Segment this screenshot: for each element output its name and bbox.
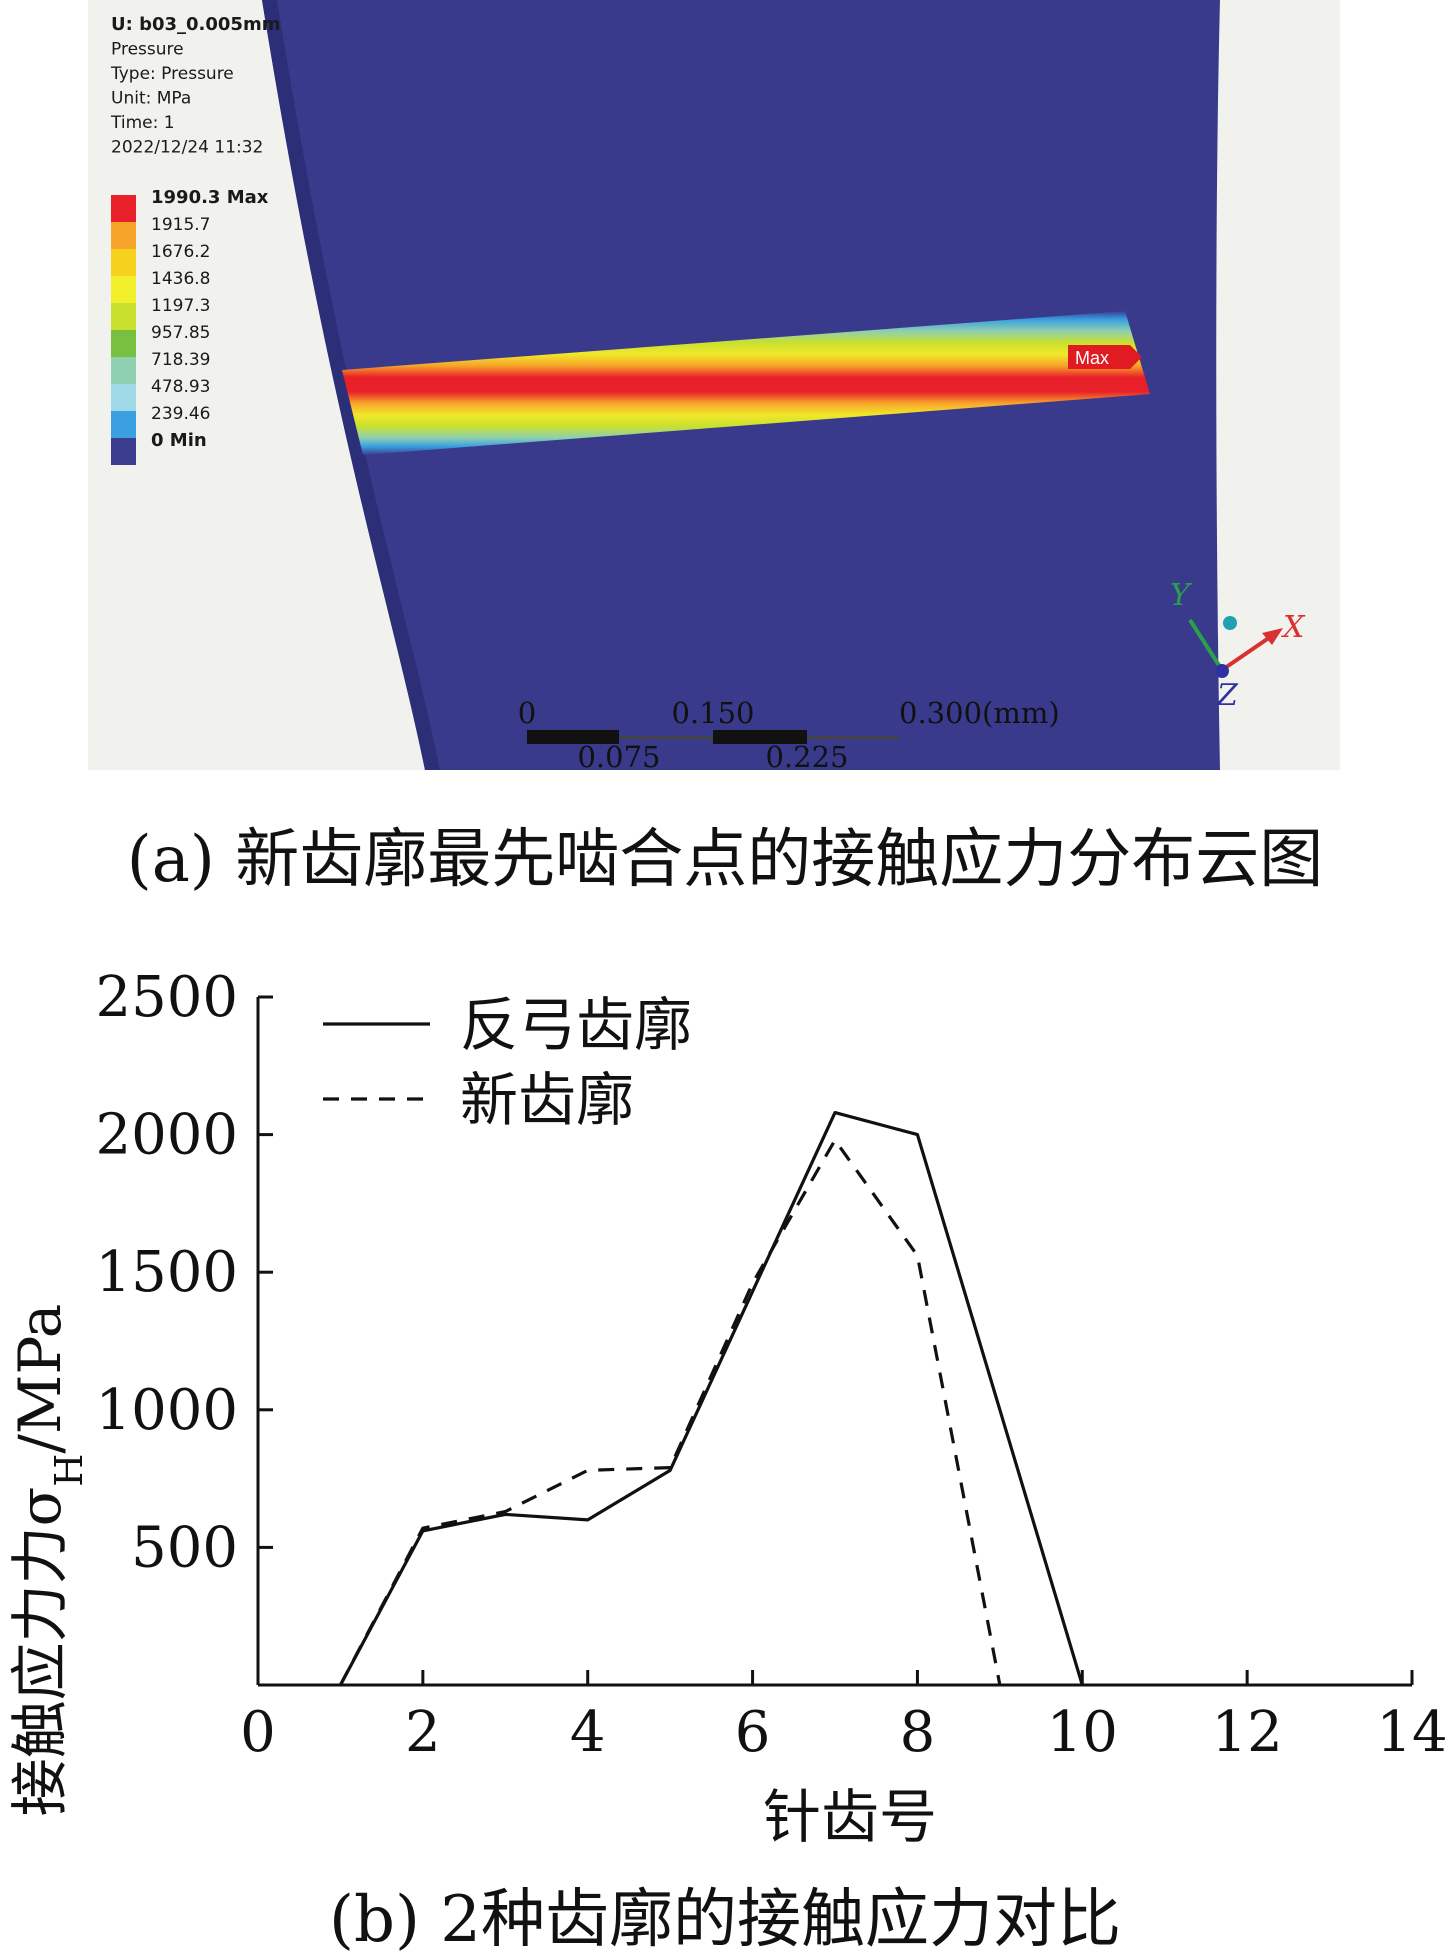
y-axis-label-unit: /MPa	[6, 1304, 74, 1454]
axis-x-label: X	[1281, 610, 1306, 645]
max-marker: Max	[1068, 345, 1142, 369]
legend-swatch	[111, 330, 136, 357]
y-axis-label: 接触应力力σH/MPa	[6, 1304, 91, 1817]
y-axis-label-sub: H	[47, 1454, 91, 1487]
y-tick-label: 2000	[95, 1103, 238, 1168]
scale-bar-labels: 0 0.150 0.300(mm) 0.075 0.225	[518, 696, 1060, 774]
x-axis-label: 针齿号	[763, 1783, 937, 1851]
y-tick-label: 1500	[95, 1240, 238, 1305]
series-line-reverse-bow-profile	[339, 1110, 1084, 1686]
scale-label: 0	[518, 696, 536, 730]
legend-swatch	[111, 222, 136, 249]
info-line: Pressure	[111, 40, 184, 60]
x-tick-label: 8	[900, 1700, 936, 1765]
x-tick-label: 14	[1376, 1700, 1447, 1765]
axis-y-label: Y	[1170, 578, 1193, 613]
legend-level-label: 239.46	[151, 404, 210, 424]
caption-b: (b) 2种齿廓的接触应力对比	[329, 1883, 1121, 1957]
legend-level-label: 0 Min	[151, 430, 207, 451]
series-line-new-profile	[339, 1138, 1002, 1686]
legend-swatch	[111, 195, 136, 222]
legend-swatch	[111, 303, 136, 330]
info-line: U: b03_0.005mm	[111, 14, 280, 35]
legend-level-label: 478.93	[151, 377, 210, 397]
legend-level-label: 1197.3	[151, 296, 210, 316]
axis-triad: Y X Z	[1170, 578, 1306, 713]
max-marker-label: Max	[1075, 348, 1109, 368]
info-line: Type: Pressure	[110, 64, 234, 84]
legend-label: 反弓齿廓	[460, 991, 692, 1059]
chart-series	[339, 1110, 1084, 1686]
x-tick-label: 12	[1212, 1700, 1283, 1765]
legend-swatch	[111, 357, 136, 384]
axis-z-label: Z	[1216, 678, 1239, 713]
x-tick-label: 10	[1047, 1700, 1118, 1765]
scale-label: 0.075	[577, 740, 660, 774]
fea-contour-view: Max U: b03_0.005mm Pressure Type: Pressure…	[88, 0, 1340, 774]
legend-swatch	[111, 276, 136, 303]
y-axis-label-main: 接触应力力σ	[6, 1487, 74, 1817]
legend-level-label: 957.85	[151, 323, 210, 343]
legend-level-label: 1990.3 Max	[151, 187, 269, 208]
info-line: 2022/12/24 11:32	[111, 138, 263, 158]
x-tick-label: 0	[240, 1700, 276, 1765]
y-tick-label: 1000	[95, 1378, 238, 1443]
legend-level-label: 1676.2	[151, 242, 210, 262]
y-tick-label: 500	[131, 1515, 238, 1580]
legend-level-label: 718.39	[151, 350, 210, 370]
x-tick-label: 2	[405, 1700, 441, 1765]
legend-label: 新齿廓	[460, 1066, 634, 1134]
y-tick-label: 2500	[95, 965, 238, 1030]
chart-ticks: 0 2 4 6 8 10 12 14 500 1000 1500 2000 2500	[95, 965, 1447, 1765]
x-tick-label: 6	[735, 1700, 771, 1765]
tooth-edge-shade	[262, 0, 440, 770]
result-info: U: b03_0.005mm Pressure Type: Pressure Unit…	[110, 14, 280, 158]
legend-swatch	[111, 384, 136, 411]
scale-label: 0.225	[765, 740, 848, 774]
info-line: Unit: MPa	[111, 89, 191, 109]
caption-a: (a) 新齿廓最先啮合点的接触应力分布云图	[126, 823, 1324, 897]
legend-swatch	[111, 249, 136, 276]
legend-level-label: 1436.8	[151, 269, 210, 289]
info-line: Time: 1	[110, 113, 175, 133]
scale-label: 0.300(mm)	[899, 696, 1060, 730]
scale-bar	[527, 730, 899, 744]
legend-swatch	[111, 438, 136, 465]
chart-axes	[256, 997, 1412, 1687]
color-legend: 1990.3 Max 1915.7 1676.2 1436.8 1197.3 957.85…	[111, 187, 269, 465]
legend-level-label: 1915.7	[151, 215, 210, 235]
scale-label: 0.150	[671, 696, 754, 730]
contact-stress-band	[342, 311, 1150, 455]
legend-swatch	[111, 411, 136, 438]
x-tick-label: 4	[570, 1700, 606, 1765]
